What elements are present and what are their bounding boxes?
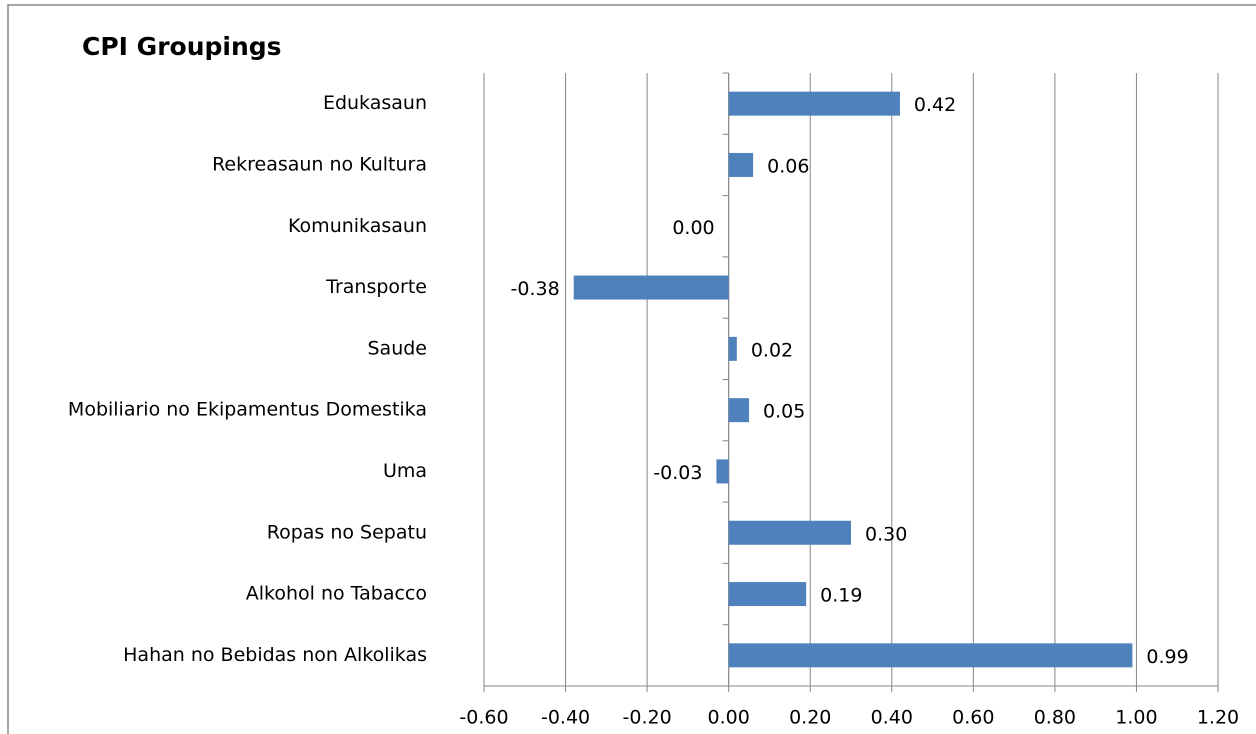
y-tick-label: Uma: [383, 460, 427, 482]
bar: [573, 275, 729, 300]
bar: [728, 91, 900, 116]
y-tick-label: Hahan no Bebidas non Alkolikas: [123, 644, 427, 666]
bar: [728, 520, 851, 545]
y-tick-label: Komunikasaun: [288, 215, 427, 237]
x-tick-label: -0.60: [459, 707, 508, 729]
x-tick-label: 0.40: [871, 707, 913, 729]
bar: [728, 582, 807, 607]
y-tick-label: Saude: [368, 337, 428, 359]
y-tick-label: Alkohol no Tabacco: [246, 583, 427, 605]
y-tick-label: Transporte: [325, 276, 427, 298]
data-label: -0.03: [653, 462, 702, 484]
data-label: 0.19: [820, 585, 862, 607]
x-tick-label: -0.20: [623, 707, 672, 729]
x-tick-label: 0.00: [708, 707, 750, 729]
chart-title: CPI Groupings: [82, 32, 282, 61]
bar: [728, 398, 750, 423]
y-tick-label: Mobiliario no Ekipamentus Domestika: [68, 399, 427, 421]
bar: [728, 643, 1133, 668]
bar: [728, 152, 754, 177]
data-label: -0.38: [511, 278, 560, 300]
y-tick-label: Edukasaun: [323, 92, 427, 114]
x-tick-label: 1.20: [1197, 707, 1239, 729]
x-tick-label: 0.80: [1034, 707, 1076, 729]
x-tick-label: 0.20: [789, 707, 831, 729]
x-tick-label: -0.40: [541, 707, 590, 729]
data-label: 0.42: [914, 94, 956, 116]
data-label: 0.99: [1146, 646, 1188, 668]
bar: [728, 336, 737, 361]
y-tick-label: Ropas no Sepatu: [267, 521, 427, 543]
bar: [716, 459, 729, 484]
y-tick-label: Rekreasaun no Kultura: [212, 153, 427, 175]
data-label: 0.05: [763, 401, 805, 423]
x-tick-label: 1.00: [1115, 707, 1157, 729]
data-label: 0.30: [865, 523, 907, 545]
data-label: 0.00: [672, 217, 714, 239]
chart-frame: [7, 4, 1256, 734]
data-label: 0.06: [767, 155, 809, 177]
x-tick-label: 0.60: [952, 707, 994, 729]
data-label: 0.02: [751, 339, 793, 361]
